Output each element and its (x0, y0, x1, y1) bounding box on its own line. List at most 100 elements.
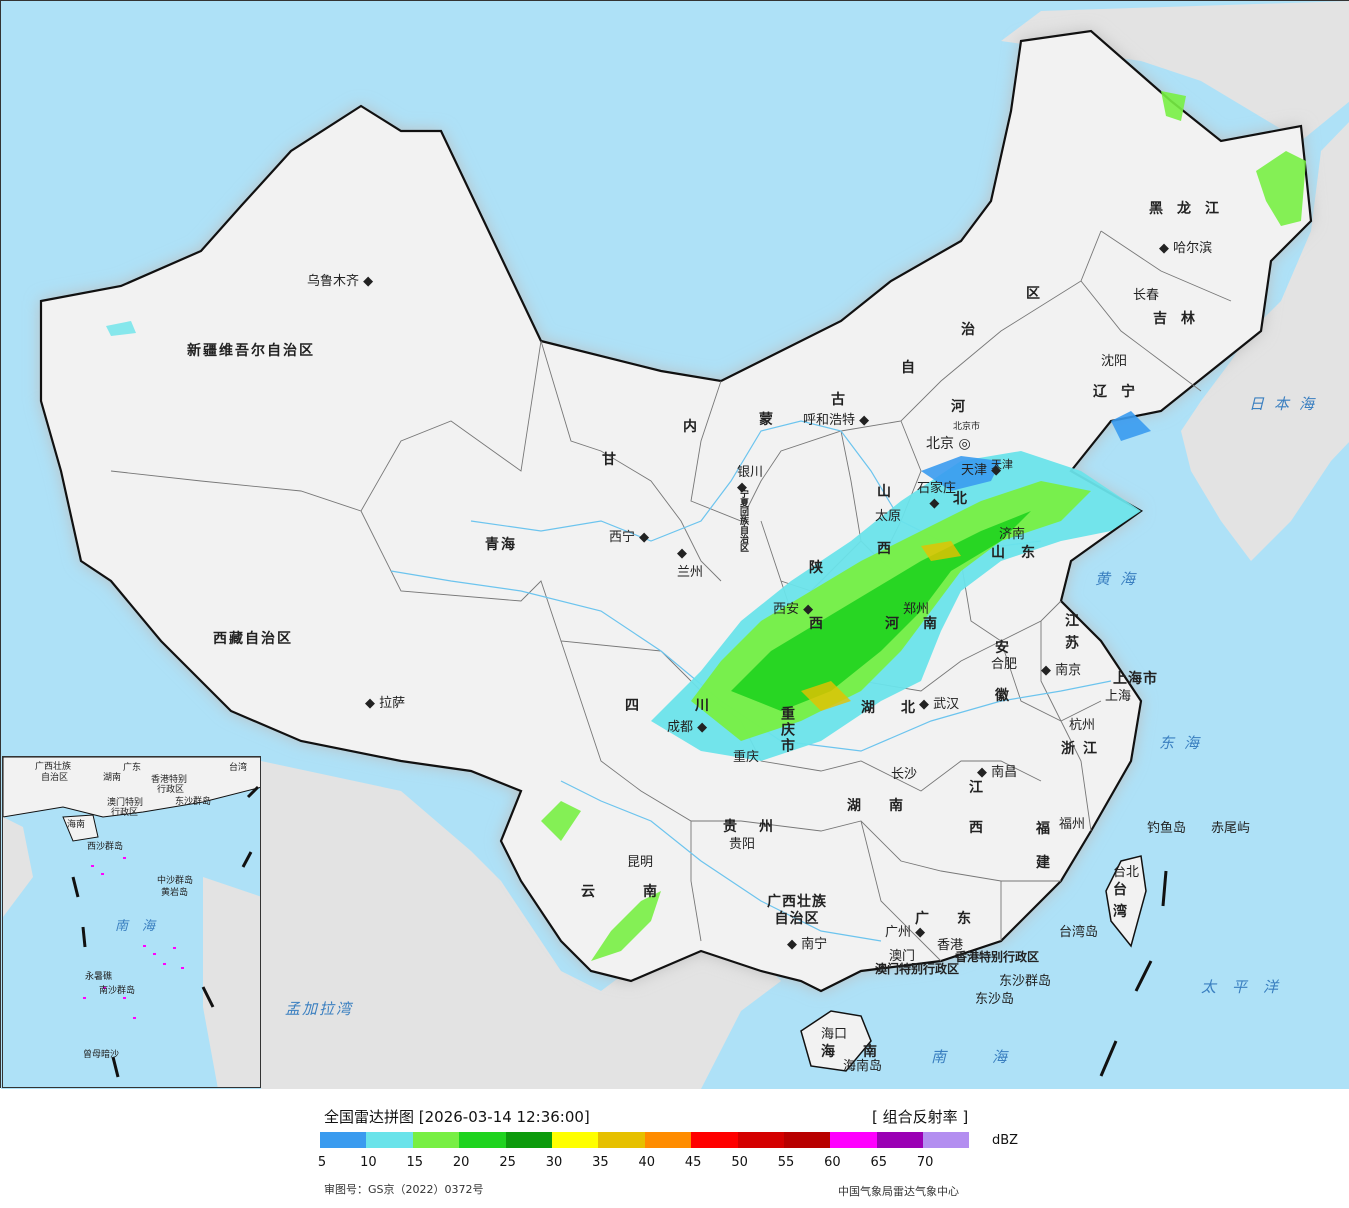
city-lhasa: ◆ 拉萨 (365, 696, 406, 711)
scale-tick-label: 35 (592, 1155, 609, 1170)
label-macao-sar: 澳门特别行政区 (875, 962, 960, 976)
sea-yellow: 黄海 (1095, 570, 1146, 588)
scale-tick-label: 45 (684, 1155, 702, 1170)
city-shanghai: 上海 (1105, 689, 1132, 704)
city-wuhan: ◆ 武汉 (919, 697, 960, 712)
city-zhengzhou: 郑州 (903, 602, 930, 617)
foreign-land (1, 1, 1349, 1089)
approval-number: 审图号：GS京（2022）0372号 (324, 1183, 484, 1196)
label-qinghai: 青海 (485, 537, 517, 553)
inset-hk-1: 香港特别 (151, 775, 188, 785)
city-xian: 西安 ◆ (773, 602, 814, 617)
label-meng: 蒙 (759, 412, 775, 428)
city-changsha: 长沙 (891, 767, 918, 782)
island-chiwei: 赤尾屿 (1211, 821, 1251, 836)
dbz-color-scale (320, 1132, 970, 1148)
city-urumqi: 乌鲁木齐 ◆ (307, 274, 374, 289)
label-guang: 广 (915, 911, 931, 927)
city-shijiazhuang: 石家庄 ◆ (917, 481, 957, 511)
label-chuan: 川 (695, 698, 711, 714)
radar-echoes (106, 91, 1306, 961)
city-tianjin: 天津 ◆ (961, 463, 1002, 478)
city-chengdu: 成都 ◆ (667, 720, 708, 735)
scale-swatch (830, 1132, 877, 1148)
city-hefei: 合肥 (991, 657, 1018, 672)
label-guizhou: 贵州 (723, 819, 795, 835)
inset-nanhai: 南海 (115, 919, 170, 934)
scale-swatch (644, 1132, 692, 1148)
city-guangzhou: 广州 ◆ (885, 925, 926, 940)
label-tianjin-prov: 天津 (991, 458, 1013, 471)
scale-swatch (598, 1132, 645, 1148)
inset-macao-2: 行政区 (111, 808, 139, 818)
label-fu: 福 (1036, 821, 1052, 837)
radar-map: 新疆维吾尔自治区 西藏自治区 青海 甘 内 蒙 古 自 治 区 黑龙江 吉林 辽… (0, 0, 1349, 1089)
city-kunming: 昆明 (627, 855, 654, 870)
island-hainan: 海南岛 (843, 1059, 883, 1074)
city-nanchang: ◆ 南昌 (977, 765, 1018, 780)
label-shaan-xi: 西 (809, 616, 825, 632)
label-jian: 建 (1036, 855, 1052, 871)
china-land (39, 29, 1313, 993)
label-yun: 云 (581, 884, 597, 900)
inset-hainan: 海南 (67, 820, 86, 830)
label-xinjiang: 新疆维吾尔自治区 (187, 343, 315, 359)
label-jiangxi-xi: 西 (969, 820, 985, 836)
island-taiwan: 台湾岛 (1059, 925, 1099, 940)
city-beijing-shi: 北京市 (953, 422, 981, 432)
label-yun-nan: 南 (643, 884, 659, 900)
label-xizang: 西藏自治区 (213, 631, 293, 647)
scale-tick-label: 70 (916, 1155, 934, 1170)
scale-swatch (412, 1132, 460, 1148)
label-zhi: 治 (961, 322, 977, 338)
unit-label: dBZ (992, 1133, 1019, 1148)
scale-swatch (783, 1132, 831, 1148)
city-taipei: 台北 (1113, 865, 1140, 880)
label-jiang: 江 (969, 780, 985, 796)
label-nei: 内 (683, 419, 699, 435)
label-henan-nan: 南 (923, 616, 939, 632)
scale-tick-label: 65 (870, 1155, 888, 1170)
boundary-dashes (1099, 870, 1168, 1077)
scale-tick-label: 25 (499, 1155, 516, 1170)
scale-swatch (876, 1132, 924, 1148)
city-beijing: 北京 ◎ (926, 436, 971, 452)
label-shan: 山 (877, 484, 893, 500)
label-guangxi: 广西壮族自治区 (767, 894, 827, 927)
scale-tick-label: 30 (545, 1155, 563, 1170)
label-si: 四 (625, 698, 641, 714)
data-source: 中国气象局雷达气象中心 (838, 1185, 959, 1198)
scale-tick-label: 15 (406, 1155, 424, 1170)
label-chongqing: 重庆市 (779, 706, 795, 754)
island-dongsha-qundao: 东沙群岛 (999, 974, 1052, 989)
scale-tick-label: 5 (317, 1155, 327, 1170)
label-hubei-bei: 北 (901, 700, 917, 716)
scale-tick-label: 55 (777, 1155, 795, 1170)
label-liaoning: 辽宁 (1093, 384, 1149, 400)
city-jinan: 济南 (999, 527, 1026, 542)
label-qu: 区 (1026, 286, 1042, 302)
island-diaoyu: 钓鱼岛 (1147, 821, 1187, 836)
label-hunan-hu: 湖 (847, 798, 863, 814)
scale-swatch (459, 1132, 506, 1148)
inset-dongsha: 东沙群岛 (175, 797, 212, 807)
inset-guangxi-2: 自治区 (41, 773, 69, 783)
city-haikou: 海口 (821, 1027, 848, 1042)
city-harbin: ◆ 哈尔滨 (1159, 241, 1213, 256)
sea-south: 南海 (931, 1048, 1054, 1066)
inset-yongshu: 永暑礁 (85, 972, 113, 982)
label-an: 安 (995, 640, 1011, 656)
scale-swatch (691, 1132, 738, 1148)
inset-canvas (3, 757, 260, 1087)
city-hangzhou: 杭州 (1069, 718, 1096, 733)
inset-hk-2: 行政区 (157, 785, 185, 795)
inset-guangxi-1: 广西壮族 (35, 762, 72, 772)
inset-xisha: 西沙群岛 (87, 842, 124, 852)
city-hongkong: 香港 (937, 938, 964, 953)
label-henan-he: 河 (885, 616, 901, 632)
label-bei: 北 (953, 491, 969, 507)
map-title: 全国雷达拼图 [2026-03-14 12:36:00] (324, 1108, 590, 1126)
south-china-sea-inset: 广西壮族 自治区 广东 湖南 台湾 香港特别 行政区 澳门特别 行政区 东沙群岛… (2, 756, 261, 1088)
scale-swatch (551, 1132, 599, 1148)
scale-swatch (505, 1132, 552, 1148)
